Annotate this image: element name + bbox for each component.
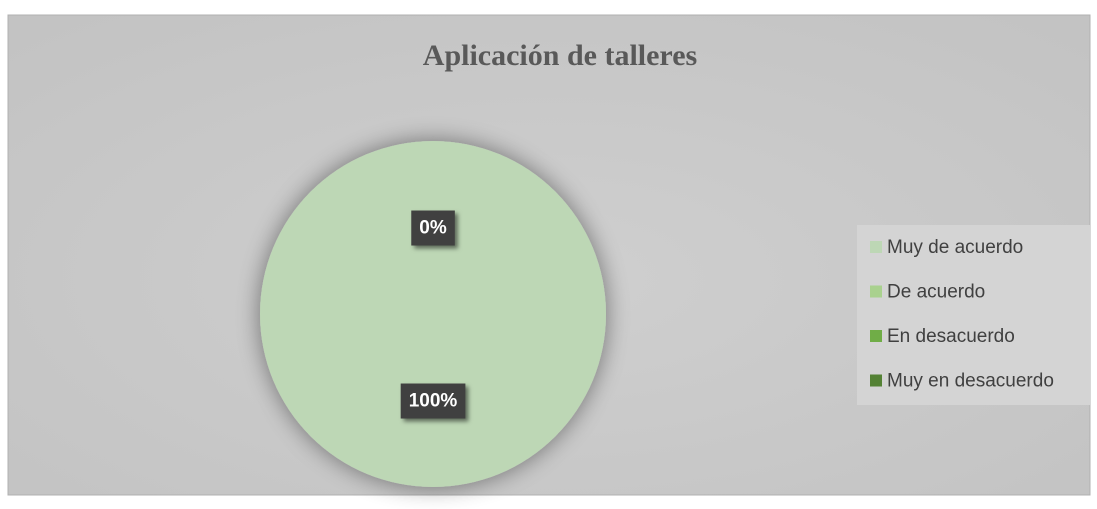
data-label-group: 100% bbox=[400, 383, 466, 419]
chart-title: Aplicación de talleres bbox=[423, 39, 697, 72]
data-label: 100% bbox=[409, 391, 458, 412]
legend-label: De acuerdo bbox=[887, 282, 985, 303]
legend-swatch bbox=[870, 374, 882, 387]
legend-label: Muy en desacuerdo bbox=[887, 371, 1054, 392]
data-label-box bbox=[400, 383, 466, 419]
pie bbox=[260, 141, 606, 487]
pie-slice bbox=[260, 141, 606, 487]
legend-label: Muy de acuerdo bbox=[887, 237, 1023, 258]
data-labels: 100% 0% bbox=[400, 210, 466, 419]
legend-swatch bbox=[870, 330, 882, 342]
legend-swatch bbox=[870, 241, 882, 253]
data-label-group: 0% bbox=[411, 210, 455, 246]
legend-swatch bbox=[870, 285, 882, 298]
data-label: 0% bbox=[419, 218, 447, 239]
data-label-box bbox=[411, 210, 455, 246]
legend: Muy de acuerdo De acuerdo En desacuerdo Muy… bbox=[870, 237, 1054, 392]
legend-label: En desacuerdo bbox=[887, 326, 1015, 347]
legend-box bbox=[857, 225, 1090, 405]
